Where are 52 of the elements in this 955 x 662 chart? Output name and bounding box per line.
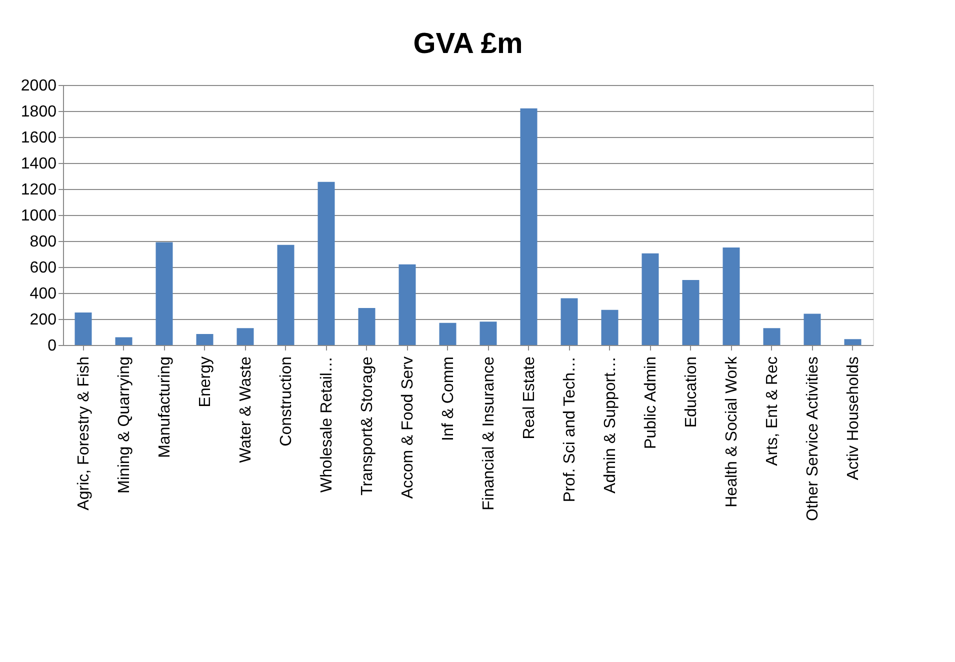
y-tick-label: 1400 [20,156,57,172]
bar [722,248,740,345]
bar [844,339,862,345]
x-tick-label: Wholesale Retail… [318,356,336,493]
x-tick-label: Other Service Activities [804,356,822,521]
x-tick-label: Inf & Comm [440,356,457,441]
y-tick-label: 600 [30,260,57,276]
bar [196,334,214,345]
bar [115,337,132,345]
x-tick-label: Transport& Storage [358,356,376,496]
x-tick-label: Activ Households [844,356,862,480]
x-tick-label: Construction [278,356,295,446]
bar [398,264,416,345]
x-tick-label: Manufacturing [156,356,174,458]
bar [763,328,780,345]
x-tick-label: Water & Waste [237,356,254,463]
bar [560,298,578,345]
bar [480,322,497,345]
bar [642,253,659,345]
x-tick-label: Arts, Ent & Rec [764,356,781,466]
x-tick-label: Real Estate [520,356,538,440]
y-tick-label: 2000 [20,78,57,94]
bar [277,244,294,345]
bar [439,322,456,345]
bar [236,328,254,345]
y-tick-label: 1000 [20,208,57,224]
y-tick-label: 1200 [20,182,57,198]
y-tick-label: 1800 [20,104,57,120]
x-tick-label: Education [682,356,700,428]
x-tick-label: Agric, Forestry & Fish [75,356,92,510]
y-tick-label: 800 [30,234,57,250]
y-tick-label: 200 [30,312,57,328]
bar [520,108,538,345]
bar [682,280,700,345]
x-tick-label: Health & Social Work [723,356,740,508]
x-tick-label: Energy [196,356,214,408]
x-tick-label: Admin & Support… [602,356,619,494]
y-tick-label: 0 [48,338,57,354]
bar [358,308,376,345]
x-tick-label: Accom & Food Serv [399,356,416,499]
chart-title: GVA £m [413,28,523,60]
bar [804,314,821,345]
bar [601,310,618,345]
bar [318,182,335,345]
bar [74,312,92,345]
x-tick-label: Prof. Sci and Tech… [561,356,578,502]
y-tick-label: 1600 [20,130,57,146]
bar [156,242,173,345]
x-tick-label: Mining & Quarrying [116,356,133,494]
x-tick-label: Financial & Insurance [480,356,498,510]
y-tick-label: 400 [30,286,57,302]
x-tick-label: Public Admin [642,356,660,449]
